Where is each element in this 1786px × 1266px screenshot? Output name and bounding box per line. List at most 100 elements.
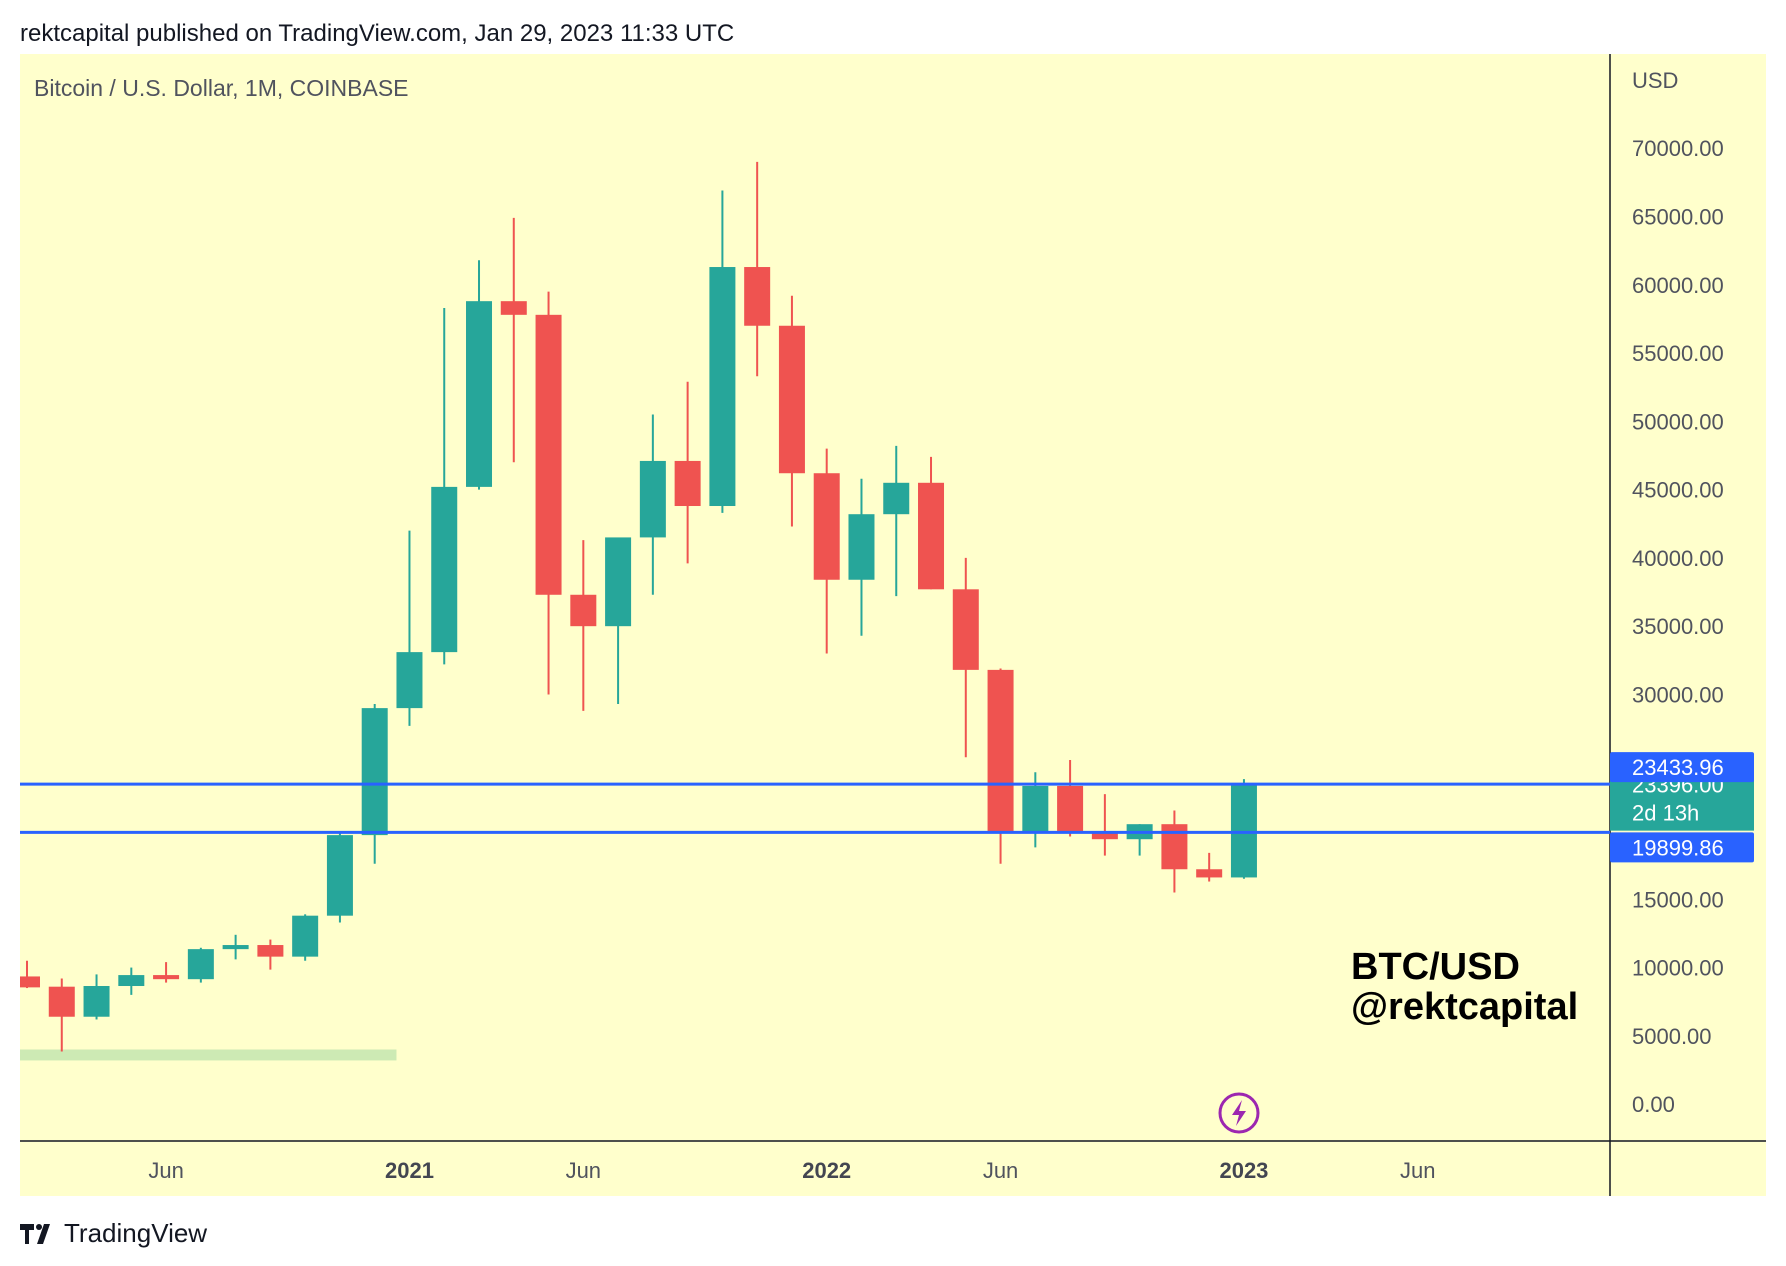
candle xyxy=(570,540,597,711)
candle xyxy=(744,161,771,377)
candle-body xyxy=(918,482,945,590)
candle-body xyxy=(292,915,319,957)
candle xyxy=(1091,794,1118,856)
candle xyxy=(848,478,875,636)
candle-body xyxy=(396,652,423,709)
candle xyxy=(48,978,75,1052)
candle-body xyxy=(257,945,284,957)
y-tick-label: 5000.00 xyxy=(1632,1024,1712,1049)
candle xyxy=(257,939,284,970)
candle-body xyxy=(187,949,214,980)
x-tick-label: Jun xyxy=(983,1158,1018,1183)
candle xyxy=(1230,779,1257,879)
candle-body xyxy=(709,267,736,507)
candle-body xyxy=(813,473,840,580)
level-price-box xyxy=(1610,752,1754,783)
lightning-icon xyxy=(1232,1100,1246,1126)
candle xyxy=(83,974,110,1020)
candle xyxy=(1196,852,1223,882)
candle xyxy=(187,947,214,983)
y-tick-label: 65000.00 xyxy=(1632,205,1724,230)
candle xyxy=(292,914,319,961)
y-tick-label: 60000.00 xyxy=(1632,273,1724,298)
candle-body xyxy=(639,460,666,538)
y-tick-label: 0.00 xyxy=(1632,1092,1675,1117)
candle-body xyxy=(118,975,145,987)
x-tick-label: 2021 xyxy=(385,1158,434,1183)
candle xyxy=(431,307,458,665)
y-tick-label: 10000.00 xyxy=(1632,956,1724,981)
candle-body xyxy=(1196,869,1223,878)
candle-body xyxy=(570,594,597,627)
candle xyxy=(1057,760,1084,837)
event-marker-icon xyxy=(1218,1092,1260,1134)
candle-body xyxy=(20,976,40,988)
y-tick-label: 50000.00 xyxy=(1632,409,1724,434)
y-tick-label: 40000.00 xyxy=(1632,546,1724,571)
chart-frame: Bitcoin / U.S. Dollar, 1M, COINBASE USD 0.… xyxy=(20,54,1766,1196)
publication-info: rektcapital published on TradingView.com… xyxy=(20,20,735,47)
candle xyxy=(326,833,353,923)
candle-body xyxy=(1091,831,1118,840)
candle-body xyxy=(153,975,180,980)
candle xyxy=(639,414,666,595)
chart-background xyxy=(20,54,1766,1196)
candle-body xyxy=(222,945,249,950)
candle-body xyxy=(778,325,805,474)
tradingview-footer[interactable]: TradingView xyxy=(20,1216,207,1250)
level-price-tag: 19899.86 xyxy=(1610,832,1754,863)
candle xyxy=(535,291,562,695)
candle xyxy=(778,295,805,527)
candle-body xyxy=(326,835,353,916)
currency-label: USD xyxy=(1632,68,1678,93)
candle xyxy=(118,967,145,995)
candle-body xyxy=(848,514,875,580)
candle-body xyxy=(500,301,527,315)
candle xyxy=(952,557,979,758)
candle-body xyxy=(83,986,110,1017)
candle xyxy=(918,456,945,590)
support-zone xyxy=(20,1049,397,1061)
x-tick-label: Jun xyxy=(1400,1158,1435,1183)
event-marker-ring xyxy=(1218,1092,1260,1134)
candle xyxy=(883,445,910,597)
candle xyxy=(500,217,527,463)
candle-body xyxy=(1230,783,1257,878)
candle xyxy=(222,934,249,960)
chart-title: Bitcoin / U.S. Dollar, 1M, COINBASE xyxy=(34,75,409,101)
y-tick-label: 30000.00 xyxy=(1632,682,1724,707)
x-tick-label: 2023 xyxy=(1219,1158,1268,1183)
candle-body xyxy=(431,486,458,653)
x-tick-label: Jun xyxy=(566,1158,601,1183)
candle-body xyxy=(535,314,562,595)
candlestick-chart[interactable]: Bitcoin / U.S. Dollar, 1M, COINBASE USD 0.… xyxy=(20,54,1766,1196)
annotation-text: BTC/USD xyxy=(1351,946,1520,988)
countdown-text: 2d 13h xyxy=(1632,801,1699,826)
candle xyxy=(605,537,632,705)
candle-body xyxy=(987,669,1014,832)
candle-body xyxy=(1057,785,1084,832)
tradingview-brand: TradingView xyxy=(64,1217,208,1248)
candle xyxy=(813,448,840,654)
candle-body xyxy=(883,482,910,515)
level-price-text: 23433.96 xyxy=(1632,755,1724,780)
candle xyxy=(466,260,493,490)
candle xyxy=(674,381,701,564)
y-tick-label: 35000.00 xyxy=(1632,614,1724,639)
candle-body xyxy=(1022,785,1049,832)
candle xyxy=(987,668,1014,864)
level-price-tag: 23433.96 xyxy=(1610,752,1754,783)
candle-body xyxy=(361,708,388,836)
candle xyxy=(396,530,423,726)
candle-body xyxy=(674,460,701,507)
x-tick-label: 2022 xyxy=(802,1158,851,1183)
candle xyxy=(709,190,736,513)
candle-body xyxy=(605,537,632,627)
y-tick-label: 15000.00 xyxy=(1632,887,1724,912)
annotation-text: @rektcapital xyxy=(1351,986,1578,1028)
x-tick-label: Jun xyxy=(148,1158,183,1183)
level-price-text: 19899.86 xyxy=(1632,835,1724,860)
candle-body xyxy=(744,267,771,326)
y-tick-label: 55000.00 xyxy=(1632,341,1724,366)
candle-body xyxy=(48,986,75,1017)
